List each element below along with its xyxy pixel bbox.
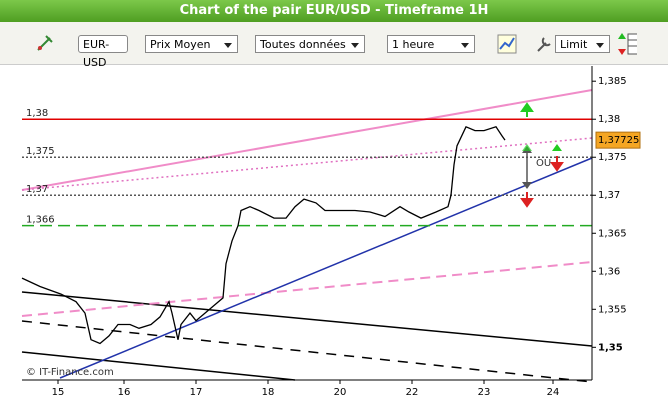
order-type-select[interactable]: Limit	[555, 35, 610, 53]
settings-icon[interactable]	[534, 34, 554, 54]
price-level-label: 1,375	[26, 146, 55, 157]
symbol-button[interactable]: EUR-USD	[78, 35, 128, 69]
arrow-down	[520, 192, 534, 208]
channel-line	[21, 89, 593, 191]
x-tick-label: 20	[334, 387, 347, 398]
price-level-label: 1,38	[26, 108, 48, 119]
y-tick-label: 1,375	[598, 152, 627, 163]
x-tick-label: 24	[547, 387, 560, 398]
arrow-down	[522, 182, 532, 189]
y-tick-label: 1,35	[598, 342, 623, 353]
order-icon[interactable]	[617, 31, 637, 57]
arrow-up	[552, 144, 562, 151]
plot-area	[22, 66, 592, 380]
arrow-down	[550, 156, 564, 172]
draw-tool-icon[interactable]	[36, 32, 56, 52]
price-type-select[interactable]: Prix Moyen	[145, 35, 238, 53]
y-tick-label: 1,365	[598, 228, 627, 239]
last-price-box	[595, 131, 641, 149]
x-tick-label: 22	[406, 387, 419, 398]
or-label: OU	[536, 158, 551, 169]
arrow-up	[522, 144, 532, 151]
arrow-up	[520, 102, 534, 117]
channel-line	[21, 291, 593, 347]
y-tick-label: 1,36	[598, 266, 620, 277]
price-line	[21, 125, 506, 345]
last-price-label: 1,37725	[598, 135, 639, 146]
x-tick-label: 16	[118, 387, 131, 398]
chart: 1,38 1,375 1,37 1,366 OU © IT-Finance.com 1…	[21, 66, 641, 398]
channel-line	[21, 351, 296, 381]
channel-line	[21, 137, 593, 191]
x-tick-label: 23	[478, 387, 491, 398]
y-tick-label: 1,37	[598, 190, 620, 201]
y-tick-label: 1,38	[598, 114, 620, 125]
toolbar: EUR-USD Prix Moyen Toutes données 1 heur…	[0, 22, 668, 69]
copyright: © IT-Finance.com	[26, 367, 114, 378]
y-tick-label: 1,355	[598, 304, 627, 315]
timeframe-select[interactable]: 1 heure	[387, 35, 475, 53]
chart-icon[interactable]	[497, 34, 517, 54]
order-arrows: OU	[520, 102, 564, 208]
x-tick-label: 18	[262, 387, 275, 398]
chart-content: 1,38 1,375 1,37 1,366	[21, 108, 592, 345]
price-level-label: 1,37	[26, 184, 48, 195]
price-level-label: 1,366	[26, 215, 55, 226]
title-bar: Chart of the pair EUR/USD - Timeframe 1H	[0, 0, 668, 22]
x-tick-label: 17	[190, 387, 203, 398]
y-tick-label: 1,385	[598, 76, 627, 87]
data-range-select[interactable]: Toutes données	[255, 35, 365, 53]
x-tick-label: 15	[52, 387, 65, 398]
channel-line	[21, 320, 593, 383]
